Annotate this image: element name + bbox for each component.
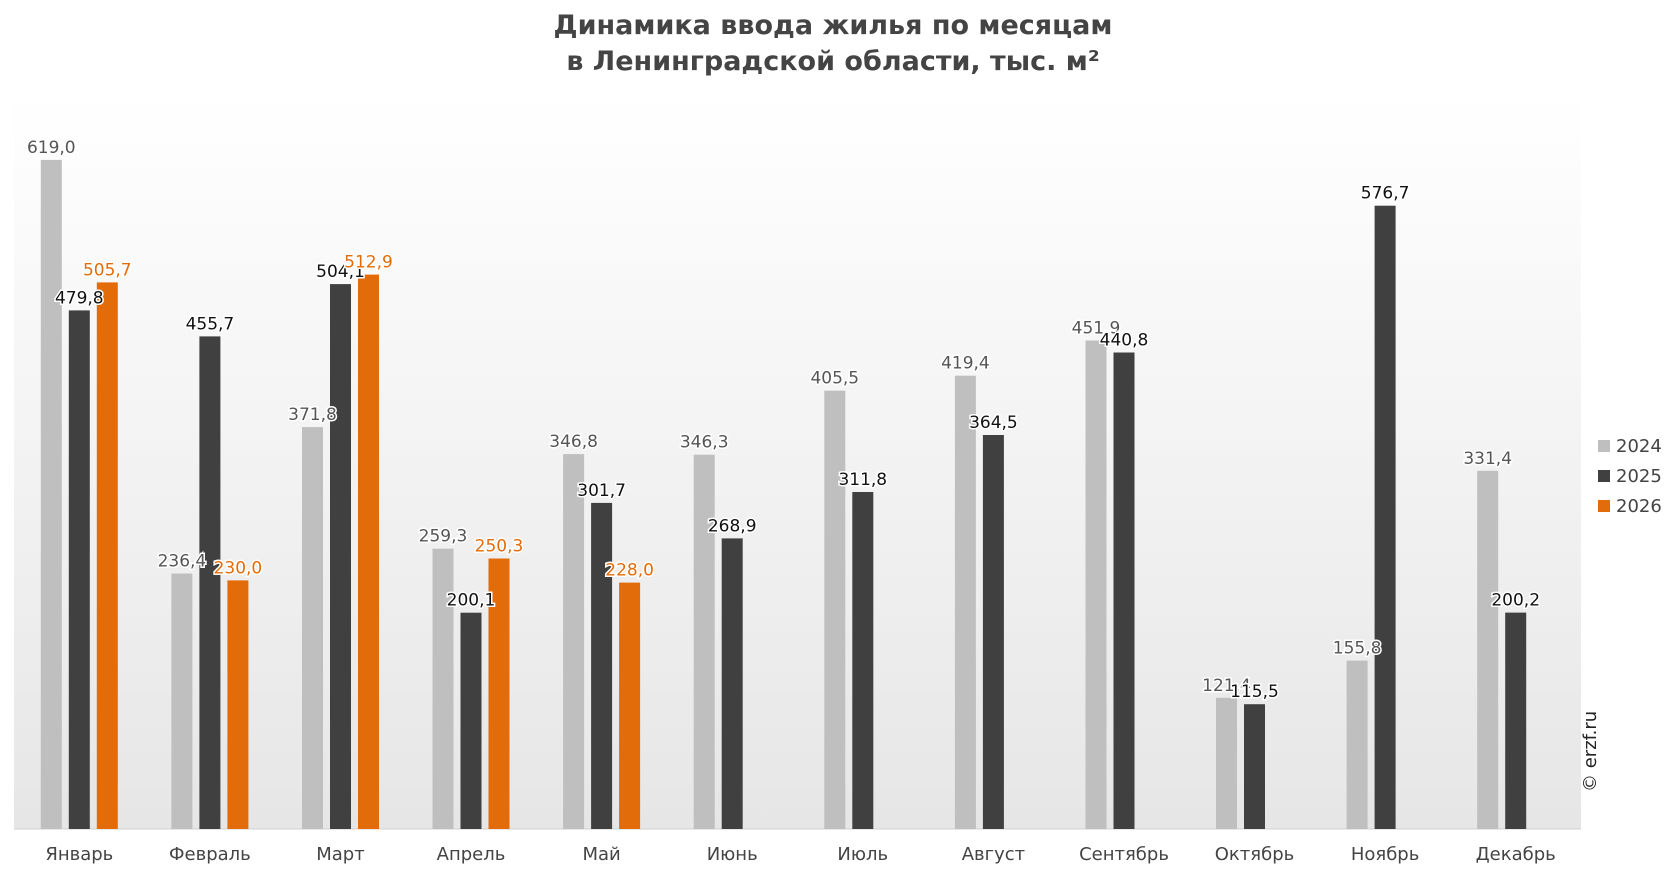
bar-2024-9 bbox=[1085, 340, 1107, 829]
bar-2025-12 bbox=[1505, 612, 1527, 829]
legend-swatch-2026 bbox=[1598, 500, 1610, 512]
bar-2026-4 bbox=[488, 558, 510, 829]
bar-2024-3 bbox=[302, 427, 323, 829]
legend-swatch-2025 bbox=[1598, 470, 1610, 482]
bar-2025-2 bbox=[199, 336, 221, 829]
data-label-2025-3: 504,1 bbox=[316, 262, 365, 282]
x-tick-label-10: Октябрь bbox=[1215, 844, 1295, 865]
bar-2024-6 bbox=[693, 454, 715, 829]
chart-title-line-2: в Ленинградской области, тыс. м² bbox=[566, 46, 1100, 77]
x-tick-label-6: Июнь bbox=[707, 844, 758, 865]
x-tick-label-5: Май bbox=[582, 844, 620, 865]
data-label-2024-7: 405,5 bbox=[810, 369, 859, 389]
bars-group bbox=[40, 159, 1527, 830]
data-label-2025-1: 479,8 bbox=[55, 288, 104, 308]
x-tick-label-12: Декабрь bbox=[1476, 844, 1556, 865]
data-label-2024-3: 371,8 bbox=[288, 405, 337, 425]
data-label-2025-4: 200,1 bbox=[447, 591, 496, 611]
data-label-2026-5: 228,0 bbox=[605, 561, 654, 581]
data-label-2025-11: 576,7 bbox=[1361, 184, 1410, 204]
data-label-2026-2: 230,0 bbox=[214, 558, 263, 578]
bar-2025-11 bbox=[1374, 205, 1396, 829]
credit-text: © erzf.ru bbox=[1580, 710, 1601, 792]
data-label-2025-10: 115,5 bbox=[1230, 682, 1279, 702]
bar-2024-11 bbox=[1346, 660, 1368, 829]
bar-2024-10 bbox=[1216, 697, 1237, 829]
data-label-2024-2: 236,4 bbox=[158, 552, 207, 572]
bar-2026-3 bbox=[358, 274, 379, 830]
data-label-2025-12: 200,2 bbox=[1491, 591, 1540, 611]
data-label-2025-6: 268,9 bbox=[708, 516, 757, 536]
x-tick-label-1: Январь bbox=[45, 844, 113, 865]
legend-label-2026: 2026 bbox=[1616, 496, 1662, 517]
x-tick-label-9: Сентябрь bbox=[1079, 844, 1169, 865]
data-label-2024-12: 331,4 bbox=[1463, 449, 1512, 469]
data-label-2024-11: 155,8 bbox=[1333, 639, 1382, 659]
bar-2025-7 bbox=[852, 492, 874, 829]
plot-area bbox=[14, 94, 1581, 829]
bar-2025-5 bbox=[591, 502, 613, 829]
data-label-2025-9: 440,8 bbox=[1100, 331, 1149, 351]
bar-2025-4 bbox=[460, 612, 482, 829]
data-label-2025-7: 311,8 bbox=[838, 470, 887, 490]
bar-2024-4 bbox=[432, 548, 454, 829]
data-label-2024-5: 346,8 bbox=[549, 432, 598, 452]
bar-2024-8 bbox=[954, 375, 976, 829]
x-tick-labels-group: Январь Февраль Март Апрель Май Июнь Июль Август… bbox=[45, 844, 1555, 865]
bar-2026-1 bbox=[96, 282, 118, 829]
chart-title-line-1: Динамика ввода жилья по месяцам bbox=[553, 10, 1113, 41]
data-label-2026-1: 505,7 bbox=[83, 260, 132, 280]
data-label-2024-9: 451,9 bbox=[1072, 319, 1121, 339]
data-label-2025-5: 301,7 bbox=[577, 481, 626, 501]
data-label-2026-3: 512,9 bbox=[344, 253, 393, 273]
bar-2025-6 bbox=[721, 538, 743, 829]
bar-2024-2 bbox=[171, 573, 193, 829]
data-label-2024-10: 121,4 bbox=[1202, 676, 1251, 696]
x-tick-label-2: Февраль bbox=[169, 844, 251, 865]
x-tick-label-7: Июль bbox=[837, 844, 888, 865]
x-tick-label-8: Август bbox=[962, 844, 1025, 865]
bar-2025-10 bbox=[1244, 704, 1265, 829]
legend-swatch-2024 bbox=[1598, 440, 1610, 452]
bar-2024-12 bbox=[1477, 470, 1499, 829]
bar-2024-5 bbox=[563, 454, 585, 829]
data-labels-group: 619,0 479,8 505,7 236,4 455,7 230,0 371,8 504,1… bbox=[25, 136, 1541, 703]
bar-2025-9 bbox=[1113, 352, 1135, 829]
data-label-2025-8: 364,5 bbox=[969, 413, 1018, 433]
bar-2025-8 bbox=[982, 435, 1004, 829]
bar-2025-3 bbox=[330, 284, 351, 830]
bar-2025-1 bbox=[68, 310, 90, 829]
data-label-2024-1: 619,0 bbox=[27, 138, 76, 158]
x-tick-label-11: Ноябрь bbox=[1351, 844, 1420, 865]
data-label-2024-8: 419,4 bbox=[941, 354, 990, 374]
data-label-2024-6: 346,3 bbox=[680, 433, 729, 453]
x-tick-label-4: Апрель bbox=[437, 844, 506, 865]
bar-2024-7 bbox=[824, 390, 846, 829]
legend-label-2024: 2024 bbox=[1616, 436, 1662, 457]
x-tick-label-3: Март bbox=[316, 844, 364, 865]
legend: 2024 2025 2026 bbox=[1598, 436, 1662, 517]
legend-label-2025: 2025 bbox=[1616, 466, 1662, 487]
bar-2026-2 bbox=[227, 580, 249, 829]
chart-title: Динамика ввода жилья по месяцам в Ленинг… bbox=[0, 8, 1666, 80]
data-label-2025-2: 455,7 bbox=[186, 314, 235, 334]
data-label-2026-4: 250,3 bbox=[475, 537, 524, 557]
bar-2024-1 bbox=[40, 159, 62, 829]
bar-2026-5 bbox=[619, 582, 641, 829]
data-label-2024-4: 259,3 bbox=[419, 527, 468, 547]
